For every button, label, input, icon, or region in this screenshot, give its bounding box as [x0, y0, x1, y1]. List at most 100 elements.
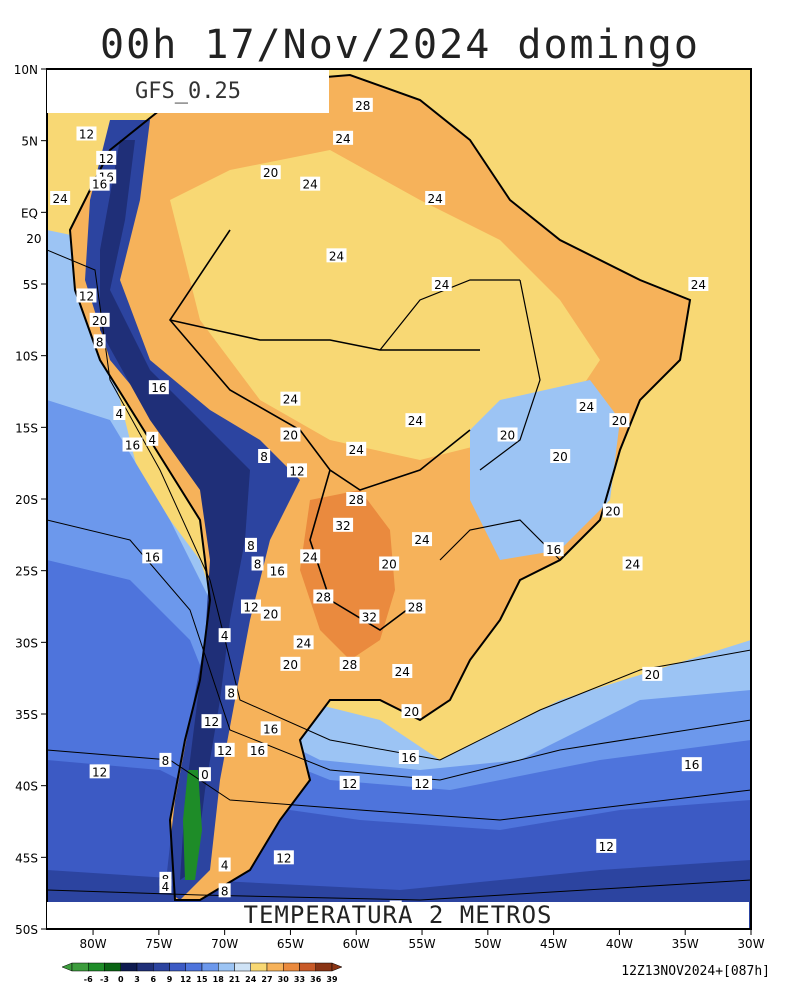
- contour-value-label: 32: [359, 609, 380, 625]
- colorbar-label: 36: [310, 975, 322, 984]
- contour-value-label: 8: [159, 752, 172, 768]
- contour-value-label: 12: [76, 126, 97, 142]
- lat-label: 15S: [15, 421, 38, 435]
- svg-text:12: 12: [599, 840, 614, 854]
- contour-value-label: 16: [122, 437, 143, 453]
- colorbar-label: 15: [196, 975, 208, 984]
- colorbar-label: 18: [213, 975, 225, 984]
- lon-label: 75W: [145, 937, 172, 951]
- svg-text:12: 12: [342, 777, 357, 791]
- colorbar-right-arrow: [331, 962, 343, 972]
- colorbar-swatch: [234, 962, 251, 972]
- contour-value-label: 24: [425, 191, 446, 206]
- svg-text:20: 20: [26, 232, 41, 246]
- contour-value-label: 8: [251, 556, 264, 572]
- contour-value-label: 12: [412, 775, 433, 791]
- lat-label: 20S: [15, 493, 38, 507]
- svg-text:24: 24: [53, 192, 68, 206]
- svg-text:24: 24: [395, 665, 410, 679]
- lon-label: 55W: [408, 937, 435, 951]
- contour-value-label: 16: [247, 742, 268, 758]
- lat-label: 50S: [15, 923, 38, 937]
- svg-text:32: 32: [362, 611, 377, 625]
- lat-label: 5S: [23, 278, 38, 292]
- colorbar-swatch: [120, 962, 138, 972]
- svg-text:24: 24: [296, 636, 311, 650]
- run-info: 12Z13NOV2024+[087h]: [621, 964, 770, 979]
- contour-value-label: 20: [497, 427, 518, 443]
- svg-text:20: 20: [645, 668, 660, 682]
- contour-value-label: 24: [412, 532, 433, 547]
- contour-value-label: 24: [405, 413, 426, 428]
- svg-text:24: 24: [428, 192, 443, 206]
- svg-text:8: 8: [96, 335, 104, 349]
- svg-text:16: 16: [546, 543, 561, 557]
- svg-text:16: 16: [151, 381, 166, 395]
- svg-text:4: 4: [148, 433, 156, 447]
- svg-text:16: 16: [401, 751, 416, 765]
- lat-label: EQ: [21, 206, 38, 220]
- field-label: TEMPERATURA 2 METROS: [47, 901, 749, 929]
- lat-label: 10N: [14, 63, 38, 77]
- contour-value-label: 16: [681, 757, 702, 772]
- contour-value-label: 32: [333, 517, 354, 533]
- svg-text:20: 20: [553, 450, 568, 464]
- contour-value-label: 12: [596, 838, 617, 854]
- colorbar-label: 27: [261, 975, 272, 984]
- latitude-axis: 10N 5N EQ 5S 10S 15S 20S 25S 30S 35S 40S 45S 50S: [14, 63, 47, 937]
- contour-value-label: 24: [346, 441, 367, 457]
- colorbar-swatch: [185, 962, 203, 972]
- contour-value-label: 20: [401, 704, 422, 719]
- contour-value-label: 4: [146, 431, 159, 447]
- contour-value-label: 28: [346, 492, 367, 507]
- model-label: GFS_0.25: [47, 70, 329, 113]
- contour-value-label: 24: [280, 391, 301, 407]
- map-title: 00h 17/Nov/2024 domingo: [100, 22, 700, 68]
- lat-label: 45S: [15, 851, 38, 865]
- southeast-brazil-cool: [470, 380, 620, 560]
- contour-value-label: 12: [76, 288, 97, 303]
- svg-text:24: 24: [303, 178, 318, 192]
- colorbar-swatch: [201, 962, 219, 972]
- patagonia-ice: [183, 770, 202, 880]
- svg-text:24: 24: [335, 132, 350, 146]
- svg-text:28: 28: [408, 601, 423, 615]
- contour-value-label: 24: [326, 248, 347, 263]
- contour-value-label: 20: [280, 656, 301, 672]
- lon-label: 65W: [277, 937, 304, 951]
- contour-value-label: 24: [576, 398, 597, 414]
- svg-text:4: 4: [221, 629, 229, 643]
- colorbar-swatch: [104, 962, 121, 972]
- contour-value-label: 24: [293, 635, 314, 650]
- svg-text:8: 8: [162, 754, 170, 768]
- contour-value-label: 8: [244, 537, 257, 553]
- svg-text:16: 16: [263, 722, 278, 736]
- colorbar-left-arrow: [61, 962, 73, 972]
- contour-value-label: 24: [300, 176, 321, 192]
- contour-value-label: 24: [431, 277, 452, 292]
- lat-label: 10S: [15, 350, 38, 364]
- svg-text:8: 8: [221, 884, 229, 898]
- contour-value-label: 20: [642, 666, 663, 682]
- svg-text:24: 24: [283, 393, 298, 407]
- contour-value-label: 24: [688, 277, 709, 292]
- lon-label: 60W: [343, 937, 370, 951]
- contour-value-label: 24: [50, 191, 71, 206]
- svg-text:16: 16: [145, 550, 160, 564]
- contour-value-label: 8: [218, 883, 231, 898]
- lat-label: 5N: [21, 135, 38, 149]
- contour-value-label: 20: [602, 503, 623, 518]
- svg-text:16: 16: [92, 178, 107, 192]
- svg-text:24: 24: [414, 533, 429, 547]
- contour-value-label: 20: [280, 427, 301, 443]
- contour-value-label: 12: [240, 599, 261, 615]
- colorbar-label: 39: [326, 975, 338, 984]
- svg-text:24: 24: [579, 400, 594, 414]
- lat-label: 30S: [15, 636, 38, 650]
- lon-label: 40W: [606, 937, 633, 951]
- colorbar-label: 21: [229, 975, 241, 984]
- lon-label: 35W: [672, 937, 699, 951]
- svg-text:12: 12: [243, 601, 258, 615]
- longitude-axis: 80W 75W 70W 65W 60W 55W 50W 45W 40W 35W 30W: [79, 929, 765, 951]
- svg-text:20: 20: [612, 414, 627, 428]
